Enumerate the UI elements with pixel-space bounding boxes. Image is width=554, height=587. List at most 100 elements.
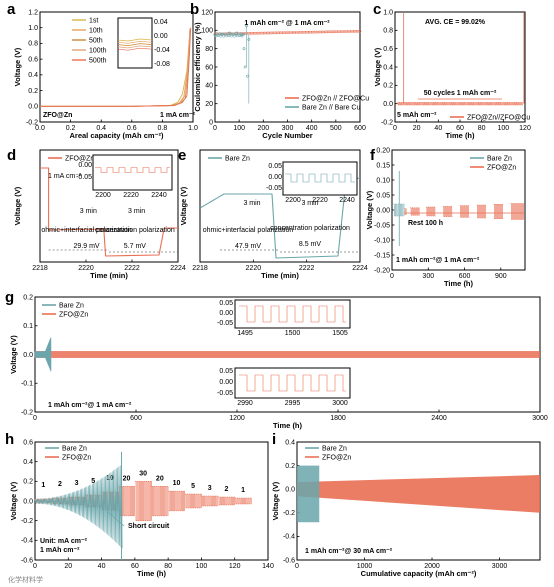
legend-label: Bare Zn (225, 156, 250, 163)
inset-trace (239, 374, 346, 392)
bare-trace (34, 337, 52, 372)
x-axis-label: Areal capacity (mAh cm⁻²) (70, 131, 164, 140)
panel-label: e (178, 147, 186, 164)
zfo-point (248, 31, 252, 35)
y-axis-label: Voltage (V) (9, 481, 18, 520)
y-tick-label: -0.10 (374, 237, 390, 244)
inset-y-tick-label: 0.05 (268, 163, 282, 170)
zfo-point (351, 30, 355, 33)
y-tick-label: -0.2 (21, 409, 33, 416)
legend-label: 1st (89, 18, 98, 25)
x-tick-label: 3000 (492, 563, 508, 570)
zfo-point (347, 30, 350, 33)
y-tick-label: -0.20 (374, 267, 390, 274)
bare-point (215, 32, 219, 35)
panel-label: h (5, 431, 14, 448)
x-tick-label: 2220 (246, 265, 262, 272)
annotation: 8.5 mV (299, 241, 322, 248)
x-tick-label: 400 (306, 125, 318, 132)
bare-point (226, 32, 229, 35)
zfo-point (249, 31, 253, 35)
rate-label: 5 (191, 483, 195, 490)
zfo-point (332, 30, 336, 34)
x-tick-label: 900 (495, 273, 507, 280)
x-axis-label: Cumulative capacity (mAh cm⁻²) (361, 569, 477, 578)
inset-x-tick-label: 1495 (237, 330, 253, 337)
x-tick-label: 600 (459, 273, 471, 280)
y-tick-label: 80 (205, 46, 213, 53)
y-tick-label: 1.0 (28, 25, 38, 32)
x-tick-label: 2218 (32, 265, 48, 272)
zfo-point (316, 30, 320, 34)
panel-label: d (7, 147, 16, 164)
inset-trace (117, 40, 153, 44)
bare-band (297, 465, 320, 523)
x-tick-label: 3000 (532, 415, 548, 422)
bare-point (236, 32, 240, 35)
zfo-point (258, 31, 262, 35)
zfo-point (302, 30, 305, 34)
zfo-point (286, 31, 289, 34)
zfo-point (261, 31, 265, 35)
annotation: Unit: mA cm⁻² (40, 538, 88, 545)
y-axis-label: Voltage (V) (271, 481, 280, 520)
zfo-point (284, 31, 288, 35)
y-tick-label: -0.2 (21, 518, 33, 525)
panel-label: i (272, 431, 276, 448)
legend-label: ZFO@Zn (65, 156, 94, 163)
plot-frame (39, 11, 194, 123)
inset-x-tick-label: 3000 (332, 400, 348, 407)
zfo-point (257, 31, 260, 35)
annotation: 47.9 mV (235, 243, 261, 250)
x-tick-label: 2224 (170, 265, 186, 272)
zfo-point (306, 30, 310, 34)
y-tick-label: 0.10 (376, 177, 390, 184)
y-tick-label: -0.05 (374, 222, 390, 229)
y-tick-label: -0.6 (283, 557, 295, 564)
inset-y-tick-label: 0.00 (268, 174, 282, 181)
y-tick-label: 1.0 (383, 9, 393, 16)
y-tick-label: 0.0 (285, 487, 295, 494)
rate-label: 2 (224, 486, 228, 493)
x-tick-label: 20 (64, 563, 72, 570)
inset-y-tick-label: 0.00 (219, 310, 233, 317)
x-tick-label: 100 (233, 125, 245, 132)
y-tick-label: -0.4 (283, 534, 295, 541)
annotation: 3 min (80, 208, 97, 215)
panel-label: g (5, 289, 14, 306)
zfo-point (339, 30, 343, 33)
y-tick-label: 0.20 (376, 147, 390, 154)
panel-a: 0.0 0.2 0.4 0.6 0.8 1.0-0.20.00.20.40.60.81.0… (7, 1, 198, 140)
legend-label: ZFO@Zn (62, 455, 91, 462)
x-axis-label: Time (h) (444, 279, 474, 288)
rate-label: 20 (156, 475, 164, 482)
x-tick-label: 80 (164, 563, 172, 570)
inset-x-tick-label: 1505 (332, 330, 348, 337)
zfo-band (297, 475, 540, 513)
panel-d: 2218 2220 2222 2224 Time (min) Voltage (V) d ZF… (7, 147, 186, 280)
y-tick-label: 0.6 (28, 56, 38, 63)
annotation: 1 mA cm⁻² (48, 173, 82, 180)
zfo-point (281, 31, 285, 35)
annotation: ZFO@Zn (43, 112, 72, 119)
zfo-point (355, 29, 359, 33)
zfo-point (335, 30, 339, 34)
x-tick-label: 300 (422, 273, 434, 280)
zfo-point (291, 31, 295, 34)
zfo-point (270, 31, 273, 35)
inset-y-tick-label: -0.08 (154, 61, 170, 68)
bare-point (232, 34, 236, 38)
zfo-point (307, 30, 311, 34)
inset-y-tick-label: -0.05 (217, 390, 233, 397)
x-tick-label: 0.6 (127, 125, 137, 132)
y-tick-label: 20 (205, 101, 213, 108)
plot-frame (394, 11, 526, 123)
inset-y-tick-label: 0.00 (78, 162, 92, 169)
inset-y-tick-label: 0.04 (154, 19, 168, 26)
y-tick-label: 0.4 (28, 72, 38, 79)
x-tick-label: 2224 (352, 265, 368, 272)
annotation: Short circuit (128, 523, 170, 530)
zfo-point (357, 29, 360, 33)
inset-x-tick-label: 2995 (285, 400, 301, 407)
zfo-point (251, 31, 255, 35)
